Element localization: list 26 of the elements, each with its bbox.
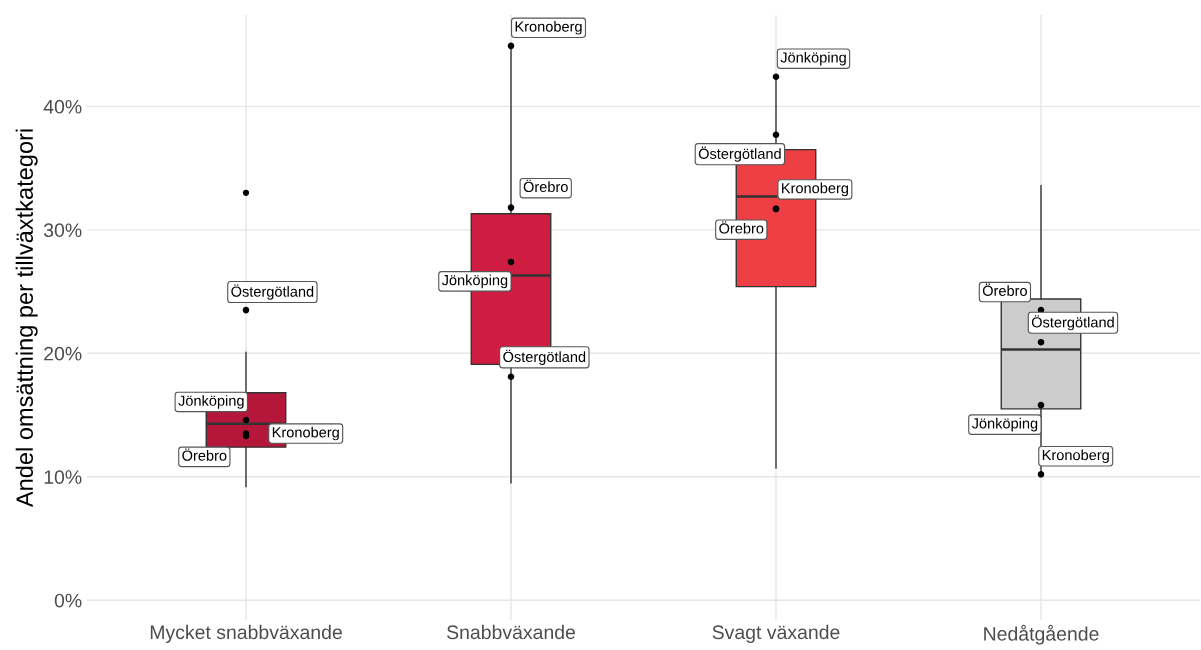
x-tick-label: Snabbväxande [447, 624, 576, 640]
y-tick-label: 30% [43, 223, 82, 238]
text: Örebro [523, 179, 568, 193]
text: Östergötland [1031, 315, 1114, 331]
text: Kronoberg [782, 182, 848, 197]
y-tick-label: 40% [43, 99, 82, 114]
text: Örebro [982, 283, 1027, 296]
text: Östergötland [231, 284, 314, 300]
y-tick-label: 20% [44, 346, 82, 361]
x-tick-label: Svagt växande [712, 624, 840, 643]
text: Östergötland [503, 349, 586, 365]
y-tick-label: 0% [54, 593, 82, 608]
y-axis-title: Andel omsättning per tillväxtkategori [15, 129, 38, 508]
x-tick-label: Nedåtgående [984, 624, 1099, 645]
text: Kronoberg [515, 21, 582, 35]
text: Jönköping [971, 417, 1038, 432]
x-tick-label: Mycket snabbväxande [150, 624, 342, 643]
text: Jönköping [441, 274, 508, 289]
text: Örebro [182, 448, 227, 461]
text: Kronoberg [272, 426, 339, 441]
series-label: Östergötland [698, 146, 781, 162]
series-label: Jönköping [178, 395, 244, 409]
series-label: Kronoberg [1042, 449, 1109, 464]
y-tick-label: 10% [44, 470, 82, 485]
series-label: Örebro [719, 221, 764, 234]
text: Jönköping [780, 51, 846, 66]
